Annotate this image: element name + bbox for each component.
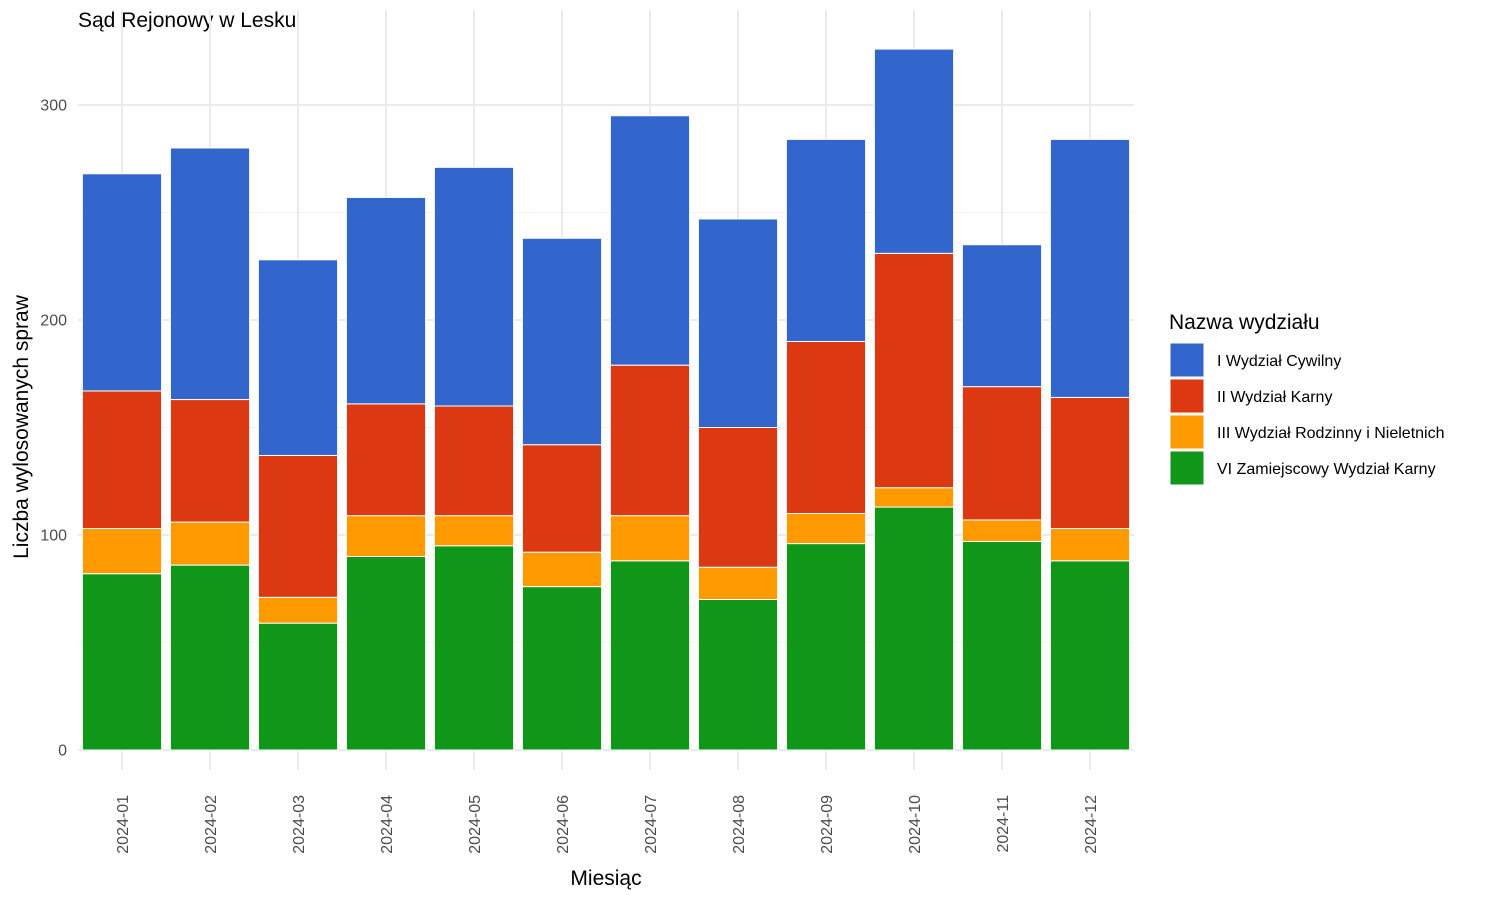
bar-segment: [785, 513, 867, 545]
x-tick-label: 2024-03: [291, 795, 308, 854]
x-tick-label: 2024-05: [467, 795, 484, 854]
bar-segment: [521, 237, 603, 446]
bar-segment: [1049, 560, 1131, 751]
bar-segment: [1049, 396, 1131, 530]
bar-segment: [609, 560, 691, 751]
bar-segment: [345, 403, 427, 517]
bar-segment: [873, 506, 955, 751]
bar-segment: [169, 147, 251, 401]
bar-segment: [609, 364, 691, 517]
bar-segment: [697, 218, 779, 428]
y-tick-label: 300: [40, 98, 67, 115]
bar-segment: [81, 573, 163, 751]
bar-segment: [785, 341, 867, 514]
x-tick-label: 2024-08: [731, 795, 748, 854]
x-tick-label: 2024-09: [819, 795, 836, 854]
legend-label: VI Zamiejscowy Wydział Karny: [1217, 461, 1436, 478]
bar-segment: [169, 564, 251, 751]
y-axis-title: Liczba wylosowanych spraw: [10, 294, 33, 559]
bar-segment: [433, 515, 515, 547]
bar-segment: [961, 244, 1043, 388]
bar-segment: [345, 196, 427, 405]
bars: [81, 48, 1131, 751]
x-tick-label: 2024-11: [995, 795, 1012, 853]
legend-title: Nazwa wydziału: [1169, 311, 1320, 334]
bar-segment: [521, 551, 603, 588]
legend-key: [1169, 342, 1205, 378]
bar-segment: [609, 515, 691, 562]
bar-segment: [433, 166, 515, 407]
bar-segment: [81, 390, 163, 530]
bar-segment: [873, 48, 955, 254]
bar-segment: [1049, 528, 1131, 562]
bar-segment: [785, 543, 867, 751]
x-axis-title: Miesiąc: [570, 867, 641, 890]
bar-segment: [609, 115, 691, 366]
bar-segment: [345, 515, 427, 558]
legend-label: II Wydział Karny: [1217, 389, 1332, 406]
bar-segment: [785, 138, 867, 342]
y-tick-label: 100: [40, 528, 67, 545]
bar-segment: [169, 399, 251, 523]
bar-segment: [257, 259, 339, 456]
bar-segment: [697, 599, 779, 751]
bar-segment: [961, 519, 1043, 542]
legend-label: I Wydział Cywilny: [1217, 353, 1341, 370]
legend-key: [1169, 414, 1205, 450]
x-tick-label: 2024-04: [379, 795, 396, 854]
bar-segment: [873, 252, 955, 489]
bar-segment: [961, 386, 1043, 521]
bar-segment: [257, 622, 339, 751]
bar-segment: [961, 540, 1043, 751]
legend-key: [1169, 450, 1205, 486]
bar-segment: [169, 521, 251, 566]
x-tick-label: 2024-07: [643, 795, 660, 854]
bar-segment: [81, 528, 163, 575]
bar-segment: [873, 487, 955, 508]
x-tick-label: 2024-06: [555, 795, 572, 854]
chart-title: Sąd Rejonowy w Lesku: [78, 9, 296, 32]
bar-segment: [345, 556, 427, 751]
bar-segment: [697, 427, 779, 568]
x-tick-label: 2024-10: [907, 795, 924, 854]
x-tick-label: 2024-02: [203, 795, 220, 854]
legend-key: [1169, 378, 1205, 414]
y-tick-label: 0: [58, 743, 67, 760]
bar-segment: [521, 444, 603, 553]
bar-segment: [81, 173, 163, 392]
bar-segment: [257, 596, 339, 624]
bar-segment: [521, 586, 603, 751]
bar-segment: [433, 545, 515, 751]
bar-segment: [257, 454, 339, 598]
x-tick-label: 2024-01: [115, 795, 132, 854]
x-axis-ticks: 2024-01 2024-02 2024-03 2024-04 2024-05 2024-…: [115, 795, 1100, 854]
legend: Nazwa wydziału I Wydział Cywilny II Wydzi…: [1169, 311, 1445, 486]
legend-label: III Wydział Rodzinny i Nieletnich: [1217, 425, 1445, 442]
y-axis-ticks: 0 100 200 300: [40, 98, 67, 760]
bar-segment: [433, 405, 515, 517]
bar-segment: [1049, 138, 1131, 398]
x-tick-label: 2024-12: [1083, 795, 1100, 854]
bar-segment: [697, 566, 779, 600]
y-tick-label: 200: [40, 313, 67, 330]
